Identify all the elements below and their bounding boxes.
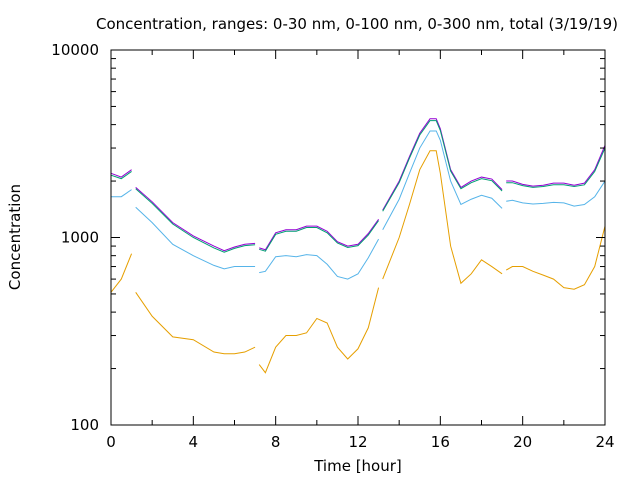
series-line-1 — [110, 118, 606, 252]
y-axis-label: Concentration — [6, 184, 24, 290]
y-tick-label: 10000 — [51, 41, 99, 59]
x-tick-label: 12 — [348, 433, 367, 451]
series-line-2 — [110, 120, 606, 253]
plot-frame — [110, 49, 606, 426]
x-tick-label: 0 — [106, 433, 116, 451]
x-axis-label: Time [hour] — [313, 457, 402, 475]
y-tick-label: 1000 — [61, 229, 99, 247]
series-line-4 — [110, 150, 606, 374]
plot-lines — [110, 118, 606, 374]
x-tick-label: 24 — [595, 433, 614, 451]
chart-title: Concentration, ranges: 0-30 nm, 0-100 nm… — [96, 15, 618, 33]
x-tick-label: 8 — [271, 433, 281, 451]
y-tick-label: 100 — [70, 416, 99, 434]
series-line-3 — [111, 130, 606, 280]
x-tick-label: 20 — [513, 433, 532, 451]
axis-ticks: 0 4 8 12 16 20 24 100 1000 10000 — [51, 41, 614, 451]
x-tick-label: 4 — [189, 433, 199, 451]
x-tick-label: 16 — [431, 433, 450, 451]
